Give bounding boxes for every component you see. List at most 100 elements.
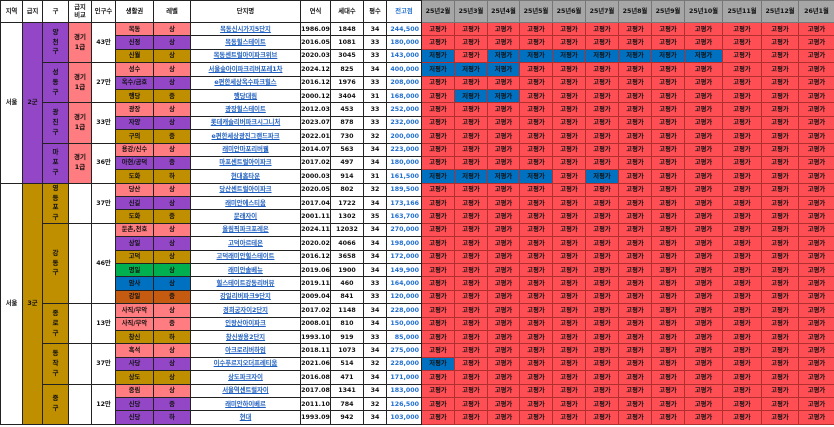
pyeong-cell[interactable]: 31 <box>363 88 387 104</box>
overvalued-cell[interactable]: 고평가 <box>519 263 553 278</box>
overvalued-cell[interactable]: 고평가 <box>487 249 520 265</box>
overvalued-cell[interactable]: 고평가 <box>651 129 685 144</box>
level-cell[interactable]: 하 <box>153 410 191 425</box>
year-cell[interactable]: 2020.03 <box>300 48 331 64</box>
overvalued-cell[interactable]: 고평가 <box>618 236 652 251</box>
population-cell[interactable]: 46만 <box>91 222 116 305</box>
year-cell[interactable]: 2009.04 <box>300 289 331 305</box>
overvalued-cell[interactable]: 고평가 <box>585 329 619 345</box>
complex-name-link[interactable]: 인왕산아이파크 <box>190 316 301 331</box>
overvalued-cell[interactable]: 고평가 <box>454 48 488 64</box>
overvalued-cell[interactable]: 고평가 <box>761 142 799 157</box>
overvalued-cell[interactable]: 고평가 <box>552 142 586 157</box>
header-district[interactable]: 구 <box>42 0 69 23</box>
level-cell[interactable]: 중 <box>153 289 191 305</box>
overvalued-cell[interactable]: 고평가 <box>487 115 520 131</box>
year-cell[interactable]: 2016.12 <box>300 75 331 90</box>
overvalued-cell[interactable]: 고평가 <box>618 370 652 385</box>
complex-name-link[interactable]: 경희궁자이2단지 <box>190 303 301 318</box>
peak-price-cell[interactable]: 228,000 <box>386 303 422 318</box>
overvalued-cell[interactable]: 고평가 <box>421 88 455 104</box>
complex-name-link[interactable]: e편한세상광진그랜드파크 <box>190 129 301 144</box>
overvalued-cell[interactable]: 고평가 <box>722 169 762 184</box>
district-cell[interactable]: 영등포구 <box>42 182 69 224</box>
year-cell[interactable]: 2014.07 <box>300 142 331 157</box>
overvalued-cell[interactable]: 고평가 <box>454 115 488 131</box>
overvalued-cell[interactable]: 고평가 <box>454 316 488 331</box>
population-cell[interactable]: 13만 <box>91 303 116 345</box>
area-cell[interactable]: 신월 <box>115 48 154 64</box>
undervalued-cell[interactable]: 저평가 <box>454 88 488 104</box>
overvalued-cell[interactable]: 고평가 <box>519 88 553 104</box>
overvalued-cell[interactable]: 고평가 <box>585 316 619 331</box>
complex-name-link[interactable]: 문래자이 <box>190 209 301 224</box>
year-cell[interactable]: 1993.10 <box>300 329 331 345</box>
level-cell[interactable]: 상 <box>153 62 191 77</box>
overvalued-cell[interactable]: 고평가 <box>798 115 834 131</box>
level-cell[interactable]: 중 <box>153 88 191 104</box>
level-cell[interactable]: 상 <box>153 48 191 64</box>
overvalued-cell[interactable]: 고평가 <box>454 383 488 398</box>
overvalued-cell[interactable]: 고평가 <box>519 316 553 331</box>
undervalued-cell[interactable]: 저평가 <box>519 48 553 64</box>
overvalued-cell[interactable]: 고평가 <box>722 410 762 425</box>
overvalued-cell[interactable]: 고평가 <box>684 383 723 398</box>
units-cell[interactable]: 1848 <box>330 21 364 37</box>
pyeong-cell[interactable]: 31 <box>363 169 387 184</box>
units-cell[interactable]: 453 <box>330 102 364 117</box>
overvalued-cell[interactable]: 고평가 <box>585 410 619 425</box>
overvalued-cell[interactable]: 고평가 <box>454 182 488 198</box>
pyeong-cell[interactable]: 34 <box>363 249 387 265</box>
overvalued-cell[interactable]: 고평가 <box>798 155 834 171</box>
overvalued-cell[interactable]: 고평가 <box>552 276 586 291</box>
overvalued-cell[interactable]: 고평가 <box>684 370 723 385</box>
area-cell[interactable]: 아현/공덕 <box>115 155 154 171</box>
overvalued-cell[interactable]: 고평가 <box>798 129 834 144</box>
overvalued-cell[interactable]: 고평가 <box>519 142 553 157</box>
units-cell[interactable]: 1900 <box>330 263 364 278</box>
overvalued-cell[interactable]: 고평가 <box>487 102 520 117</box>
overvalued-cell[interactable]: 고평가 <box>552 155 586 171</box>
overvalued-cell[interactable]: 고평가 <box>519 276 553 291</box>
overvalued-cell[interactable]: 고평가 <box>552 329 586 345</box>
population-cell[interactable]: 12만 <box>91 383 116 425</box>
undervalued-cell[interactable]: 저평가 <box>487 62 520 77</box>
area-cell[interactable]: 중림 <box>115 383 154 398</box>
overvalued-cell[interactable]: 고평가 <box>684 35 723 50</box>
peak-price-cell[interactable]: 168,000 <box>386 88 422 104</box>
overvalued-cell[interactable]: 고평가 <box>421 316 455 331</box>
area-cell[interactable]: 신당 <box>115 396 154 412</box>
level-cell[interactable]: 상 <box>153 370 191 385</box>
overvalued-cell[interactable]: 고평가 <box>722 236 762 251</box>
overvalued-cell[interactable]: 고평가 <box>618 263 652 278</box>
complex-name-link[interactable]: 현대홈타운 <box>190 169 301 184</box>
units-cell[interactable]: 4066 <box>330 236 364 251</box>
overvalued-cell[interactable]: 고평가 <box>519 289 553 305</box>
overvalued-cell[interactable]: 고평가 <box>684 396 723 412</box>
overvalued-cell[interactable]: 고평가 <box>454 209 488 224</box>
overvalued-cell[interactable]: 고평가 <box>798 62 834 77</box>
overvalued-cell[interactable]: 고평가 <box>798 383 834 398</box>
overvalued-cell[interactable]: 고평가 <box>552 35 586 50</box>
overvalued-cell[interactable]: 고평가 <box>798 370 834 385</box>
population-cell[interactable]: 37만 <box>91 182 116 224</box>
overvalued-cell[interactable]: 고평가 <box>684 263 723 278</box>
overvalued-cell[interactable]: 고평가 <box>487 222 520 238</box>
overvalued-cell[interactable]: 고평가 <box>519 115 553 131</box>
overvalued-cell[interactable]: 고평가 <box>552 343 586 358</box>
overvalued-cell[interactable]: 고평가 <box>487 370 520 385</box>
peak-price-cell[interactable]: 173,166 <box>386 196 422 211</box>
overvalued-cell[interactable]: 고평가 <box>552 356 586 372</box>
overvalued-cell[interactable]: 고평가 <box>761 48 799 64</box>
overvalued-cell[interactable]: 고평가 <box>421 35 455 50</box>
overvalued-cell[interactable]: 고평가 <box>722 115 762 131</box>
overvalued-cell[interactable]: 고평가 <box>519 35 553 50</box>
overvalued-cell[interactable]: 고평가 <box>684 182 723 198</box>
overvalued-cell[interactable]: 고평가 <box>618 410 652 425</box>
area-cell[interactable]: 상도 <box>115 370 154 385</box>
area-cell[interactable]: 사당 <box>115 356 154 372</box>
pyeong-cell[interactable]: 32 <box>363 182 387 198</box>
header-grade[interactable]: 급지 <box>22 0 43 23</box>
complex-name-link[interactable]: 목동신시가지5단지 <box>190 21 301 37</box>
area-cell[interactable]: 명일 <box>115 263 154 278</box>
